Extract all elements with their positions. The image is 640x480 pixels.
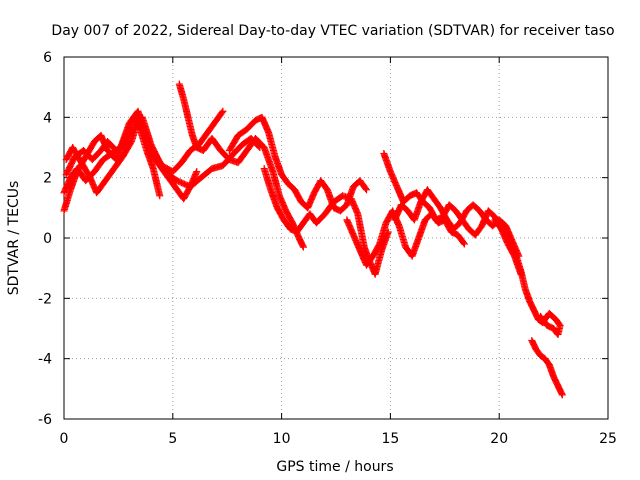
- data-point: [362, 186, 370, 194]
- x-tick-label: 0: [60, 431, 69, 447]
- data-point: [537, 312, 545, 320]
- grid: [64, 57, 608, 419]
- data-point: [558, 391, 566, 399]
- y-tick-label: 2: [43, 171, 52, 187]
- data-point: [156, 192, 164, 200]
- y-axis-label: SDTVAR / TECUs: [6, 181, 22, 296]
- data-point: [219, 107, 227, 115]
- data-point: [537, 314, 545, 322]
- data-point: [362, 184, 370, 192]
- y-tick-label: -2: [38, 291, 52, 307]
- x-axis-label: GPS time / hours: [276, 459, 393, 475]
- series-track-5: [175, 80, 307, 251]
- data-point: [459, 239, 467, 247]
- x-tick-label: 25: [599, 431, 617, 447]
- series-track-4: [62, 113, 264, 191]
- data-point: [218, 109, 226, 117]
- x-tick-label: 10: [273, 431, 291, 447]
- axis-ticks: 0 5 10 15 20 25 -6 -4 -2 0 2 4 6: [38, 50, 617, 447]
- series-track-9: [380, 150, 525, 278]
- series-track-6: [225, 113, 370, 215]
- x-tick-label: 5: [168, 431, 177, 447]
- y-tick-label: -4: [38, 352, 52, 368]
- x-tick-label: 15: [381, 431, 399, 447]
- data-point: [460, 240, 468, 248]
- y-tick-label: -6: [38, 412, 52, 428]
- y-tick-label: 6: [43, 50, 52, 66]
- data-point: [193, 168, 201, 176]
- y-tick-label: 4: [43, 110, 52, 126]
- series-track-12: [528, 337, 566, 399]
- series-track-11: [491, 216, 564, 339]
- data-points: [60, 80, 566, 399]
- data-point: [299, 243, 307, 251]
- chart-title: Day 007 of 2022, Sidereal Day-to-day VTE…: [51, 23, 614, 39]
- y-tick-label: 0: [43, 231, 52, 247]
- x-tick-label: 20: [490, 431, 508, 447]
